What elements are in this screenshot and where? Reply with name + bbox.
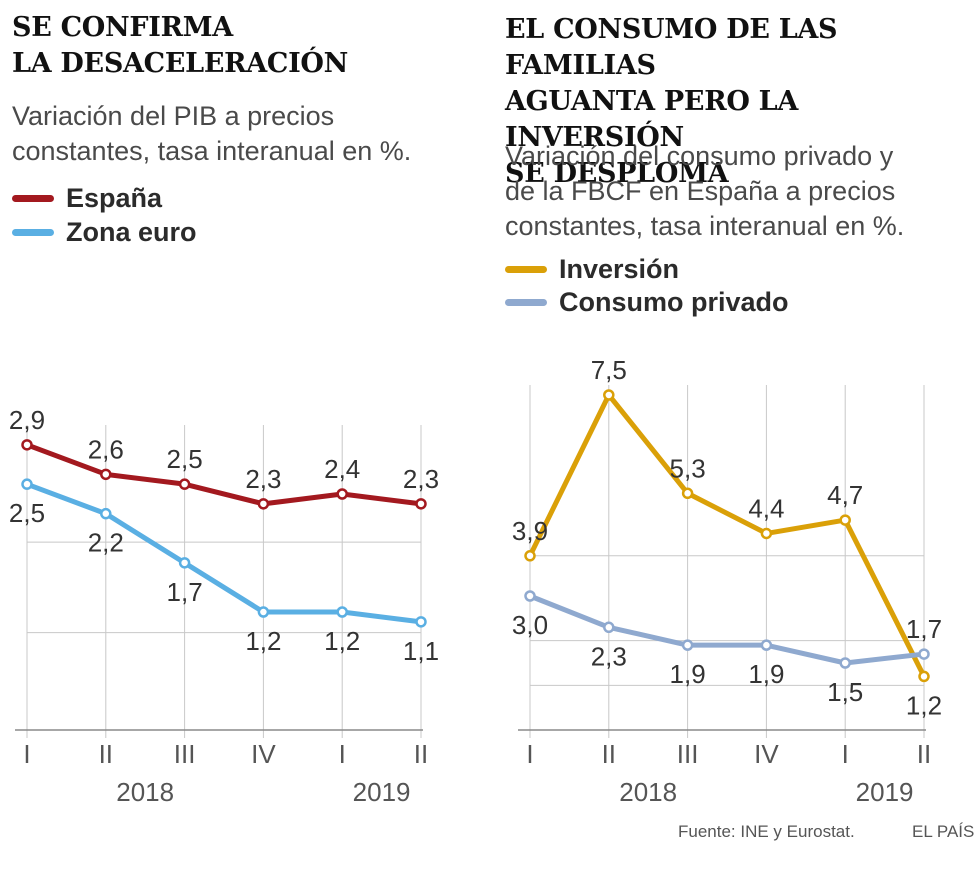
data-point-inversion <box>839 514 851 526</box>
data-label-espana: 2,3 <box>403 464 439 494</box>
x-tick-label: III <box>174 739 196 769</box>
chart-1-title: SE CONFIRMA LA DESACELERACIÓN <box>12 10 348 82</box>
legend-swatch-zona-euro <box>12 229 54 236</box>
chart-1-subtitle-line: constantes, tasa interanual en %. <box>12 136 412 166</box>
data-label-zona-euro: 1,7 <box>167 577 203 607</box>
legend-inversion: Inversión <box>505 254 679 285</box>
data-point-espana <box>336 488 348 500</box>
chart-2-title: EL CONSUMO DE LAS FAMILIAS AGUANTA PERO … <box>505 12 980 192</box>
chart-1-title-line: SE CONFIRMA <box>12 12 233 43</box>
data-label-consumo-privado: 1,9 <box>748 659 784 689</box>
chart-1-subtitle: Variación del PIB a precios constantes, … <box>12 99 411 169</box>
x-tick-label: IV <box>251 739 276 769</box>
data-label-zona-euro: 1,2 <box>245 626 281 656</box>
chart-2-title-line: SE DESPLOMA <box>505 158 729 189</box>
legend-consumo-privado: Consumo privado <box>505 287 789 318</box>
data-point-consumo-privado <box>839 657 851 669</box>
data-label-espana: 2,9 <box>9 405 45 435</box>
data-label-zona-euro: 2,5 <box>9 498 45 528</box>
x-tick-label: I <box>526 739 533 769</box>
data-point-consumo-privado <box>524 590 536 602</box>
chart-1-title-line: LA DESACELERACIÓN <box>12 48 349 79</box>
x-tick-label: II <box>414 739 428 769</box>
x-tick-label: IV <box>754 739 779 769</box>
data-label-consumo-privado: 3,0 <box>512 610 548 640</box>
chart-2-subtitle-line: de la FBCF en España a precios <box>505 176 896 206</box>
data-label-inversion: 3,9 <box>512 516 548 546</box>
data-point-zona-euro <box>21 478 33 490</box>
data-point-consumo-privado <box>603 621 615 634</box>
data-point-zona-euro <box>178 557 191 569</box>
data-point-inversion <box>603 389 615 401</box>
data-point-consumo-privado <box>760 639 773 651</box>
data-point-espana <box>178 478 191 490</box>
data-point-zona-euro <box>100 507 112 520</box>
x-tick-label: I <box>23 739 30 769</box>
data-point-espana <box>257 498 270 510</box>
legend-label-zona-euro: Zona euro <box>66 217 197 247</box>
data-point-espana <box>100 468 112 481</box>
legend-swatch-consumo-privado <box>505 299 547 306</box>
data-point-consumo-privado <box>918 648 930 660</box>
data-label-consumo-privado: 1,9 <box>670 659 706 689</box>
data-label-inversion: 5,3 <box>670 453 706 483</box>
series-line-inversion <box>527 392 927 679</box>
data-label-espana: 2,6 <box>88 434 124 464</box>
data-point-inversion <box>681 487 694 500</box>
x-tick-label: II <box>917 739 931 769</box>
series-line-espana <box>24 442 424 507</box>
legend-label-inversion: Inversión <box>559 254 680 284</box>
x-tick-label: III <box>677 739 699 769</box>
data-point-espana <box>415 498 427 510</box>
x-year-label: 2019 <box>856 777 914 807</box>
data-label-consumo-privado: 1,5 <box>827 677 863 707</box>
data-label-consumo-privado: 1,7 <box>906 614 942 644</box>
data-label-inversion: 1,2 <box>906 690 942 720</box>
data-point-inversion <box>760 527 773 540</box>
x-year-label: 2018 <box>619 777 677 807</box>
series-line-zona-euro <box>24 481 424 625</box>
data-label-espana: 2,5 <box>167 444 203 474</box>
legend-espana: España <box>12 183 162 214</box>
legend-swatch-inversion <box>505 266 547 273</box>
x-tick-label: I <box>842 739 849 769</box>
data-point-inversion <box>918 670 930 683</box>
data-label-consumo-privado: 2,3 <box>591 641 627 671</box>
data-point-zona-euro <box>415 616 427 628</box>
chart-2-subtitle-line: constantes, tasa interanual en %. <box>505 211 905 241</box>
data-label-inversion: 7,5 <box>591 355 627 385</box>
x-year-label: 2018 <box>116 777 174 807</box>
data-point-zona-euro <box>257 606 270 618</box>
chart-2-title-line: AGUANTA PERO LA INVERSIÓN <box>505 86 798 153</box>
legend-label-consumo-privado: Consumo privado <box>559 287 789 317</box>
chart-2-title-line: EL CONSUMO DE LAS FAMILIAS <box>505 14 838 81</box>
series-line-consumo-privado <box>527 593 927 666</box>
x-year-label: 2019 <box>353 777 411 807</box>
data-label-zona-euro: 2,2 <box>88 528 124 558</box>
data-label-zona-euro: 1,2 <box>324 626 360 656</box>
data-label-inversion: 4,4 <box>748 493 784 523</box>
data-label-inversion: 4,7 <box>827 480 863 510</box>
data-label-espana: 2,4 <box>324 454 360 484</box>
legend-zona-euro: Zona euro <box>12 217 197 248</box>
data-point-consumo-privado <box>681 639 694 651</box>
x-tick-label: II <box>99 739 113 769</box>
x-tick-label: II <box>602 739 616 769</box>
chart-2-subtitle: Variación del consumo privado y de la FB… <box>505 139 904 244</box>
data-label-espana: 2,3 <box>245 464 281 494</box>
data-label-zona-euro: 1,1 <box>403 636 439 666</box>
x-tick-label: I <box>339 739 346 769</box>
brand-credit: EL PAÍS <box>912 822 975 841</box>
chart-1-subtitle-line: Variación del PIB a precios <box>12 101 335 131</box>
legend-label-espana: España <box>66 183 163 213</box>
data-point-espana <box>21 439 33 451</box>
source-note: Fuente: INE y Eurostat. <box>678 822 855 841</box>
chart-2-subtitle-line: Variación del consumo privado y <box>505 141 894 171</box>
data-point-inversion <box>524 550 536 562</box>
legend-swatch-espana <box>12 195 54 202</box>
data-point-zona-euro <box>336 606 348 618</box>
